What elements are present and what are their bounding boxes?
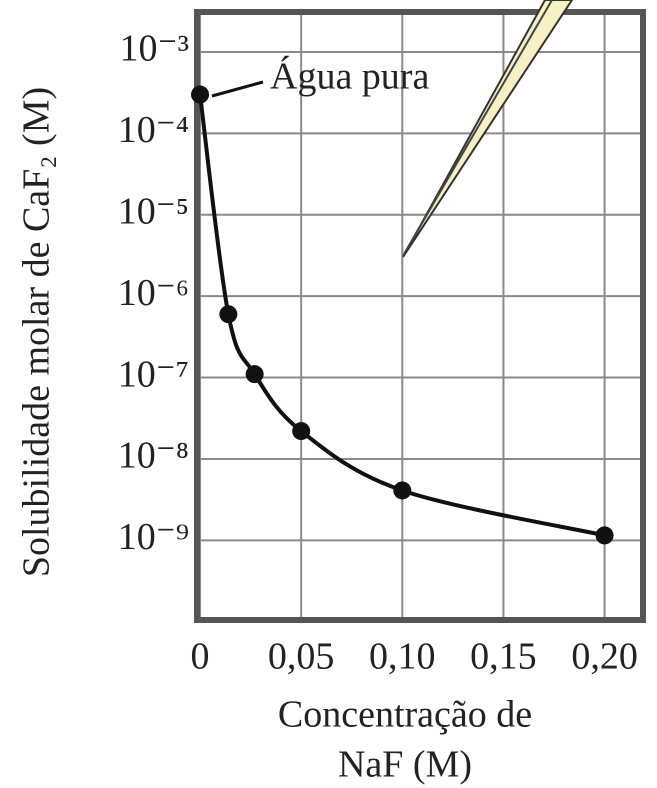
- plot-background: [197, 12, 643, 620]
- x-tick-label: 0: [191, 636, 210, 678]
- x-tick-label: 0,05: [268, 636, 335, 678]
- y-tick-label: 10⁻⁶: [118, 272, 189, 314]
- data-point: [595, 526, 614, 545]
- beam-edge: [403, 0, 553, 255]
- data-point: [292, 422, 311, 441]
- x-tick-label: 0,20: [571, 636, 638, 678]
- y-tick-label: 10⁻⁹: [118, 516, 189, 558]
- x-tick-label: 0,10: [369, 636, 436, 678]
- data-point: [393, 481, 412, 500]
- data-point: [245, 365, 264, 384]
- data-point: [191, 85, 210, 104]
- plot-area: [191, 9, 646, 623]
- y-tick-label: 10⁻³: [120, 28, 189, 70]
- y-tick-label: 10⁻⁴: [118, 109, 189, 151]
- y-tick-label: 10⁻⁷: [118, 353, 189, 395]
- x-axis-label: NaF (M): [338, 744, 472, 786]
- y-tick-label: 10⁻⁸: [118, 435, 189, 477]
- y-tick-label: 10⁻⁵: [118, 190, 189, 232]
- plot-border: [194, 9, 646, 623]
- x-tick-label: 0,15: [470, 636, 537, 678]
- y-axis-label: Solubilidade molar de CaF₂ (M): [16, 87, 58, 577]
- data-point: [219, 305, 238, 324]
- annotation-arrow: [211, 80, 264, 98]
- data-line: [198, 94, 606, 538]
- x-axis-label: Concentração de: [278, 694, 532, 736]
- annotation: Água pura: [270, 56, 429, 98]
- light-beam: [402, 0, 574, 258]
